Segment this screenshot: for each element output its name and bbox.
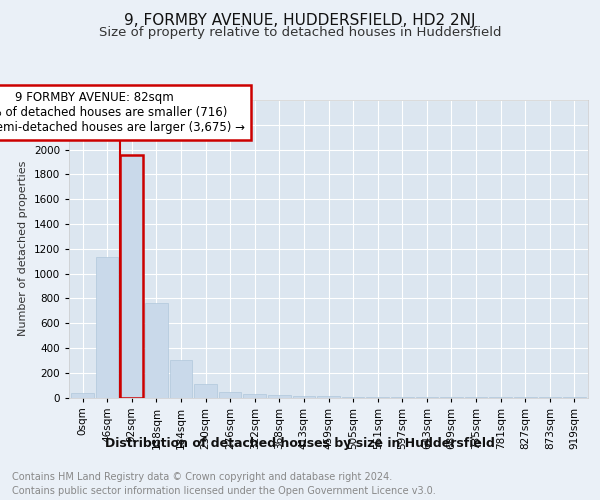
Bar: [317, 396, 340, 398]
Text: Contains HM Land Registry data © Crown copyright and database right 2024.: Contains HM Land Registry data © Crown c…: [12, 472, 392, 482]
Text: 9, FORMBY AVENUE, HUDDERSFIELD, HD2 2NJ: 9, FORMBY AVENUE, HUDDERSFIELD, HD2 2NJ: [124, 12, 476, 28]
Bar: [268, 395, 290, 398]
Bar: [342, 397, 364, 398]
Bar: [219, 392, 241, 398]
Bar: [244, 394, 266, 398]
Bar: [71, 392, 94, 398]
Bar: [194, 384, 217, 398]
Bar: [121, 154, 143, 398]
Bar: [145, 304, 167, 398]
Text: 9 FORMBY AVENUE: 82sqm
← 16% of detached houses are smaller (716)
83% of semi-de: 9 FORMBY AVENUE: 82sqm ← 16% of detached…: [0, 91, 245, 134]
Text: Size of property relative to detached houses in Huddersfield: Size of property relative to detached ho…: [99, 26, 501, 39]
Y-axis label: Number of detached properties: Number of detached properties: [18, 161, 28, 336]
Text: Distribution of detached houses by size in Huddersfield: Distribution of detached houses by size …: [105, 438, 495, 450]
Bar: [170, 360, 192, 398]
Bar: [96, 258, 118, 398]
Bar: [293, 396, 315, 398]
Text: Contains public sector information licensed under the Open Government Licence v3: Contains public sector information licen…: [12, 486, 436, 496]
